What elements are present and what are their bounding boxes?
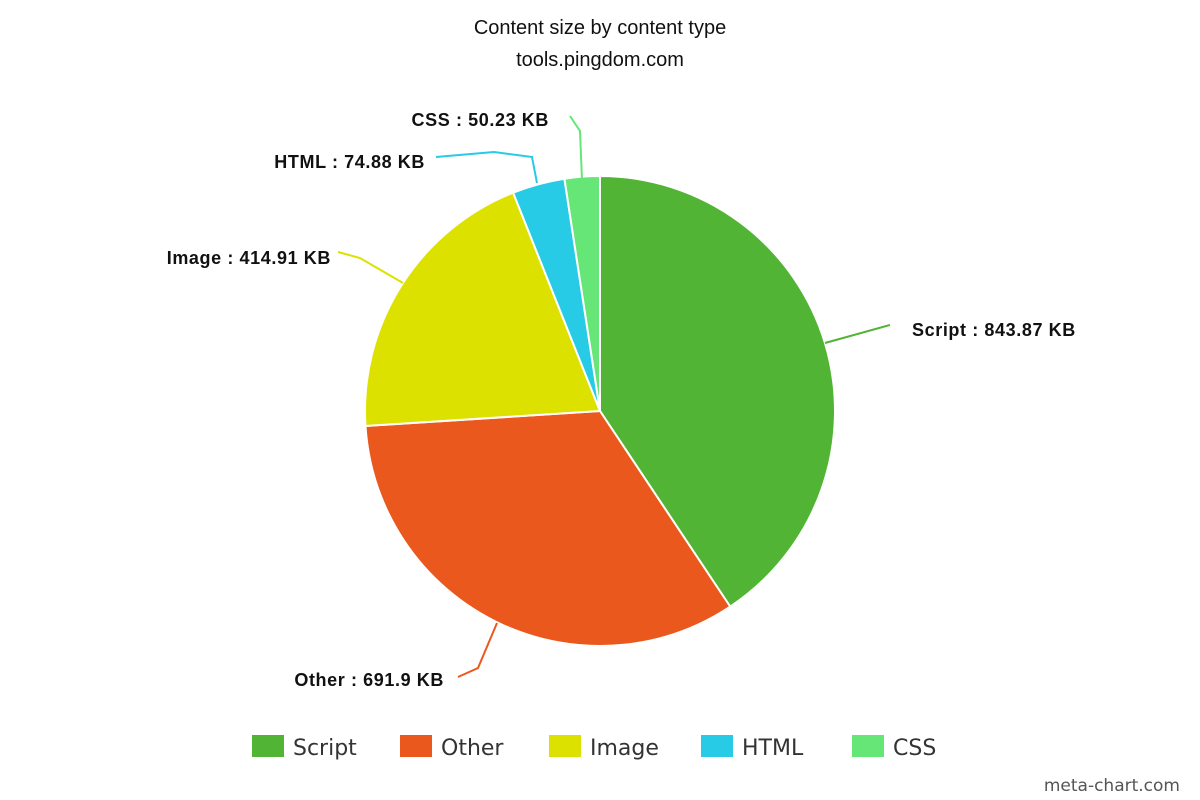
legend-label-other: Other (441, 736, 504, 761)
legend-item-image[interactable]: Image (549, 735, 659, 761)
slice-labels: Script : 843.87 KB Other : 691.9 KB Image … (167, 110, 1076, 690)
pie-slice-image (364, 191, 601, 427)
legend-swatch-other (400, 735, 432, 757)
legend: Script Other Image HTML CSS (252, 735, 936, 761)
legend-item-css[interactable]: CSS (852, 735, 936, 761)
slice-label-html: HTML : 74.88 KB (274, 152, 425, 172)
connector-html (435, 150, 538, 184)
legend-label-html: HTML (742, 736, 804, 761)
chart-subtitle: tools.pingdom.com (516, 49, 684, 71)
slice-label-script: Script : 843.87 KB (912, 320, 1076, 340)
legend-item-html[interactable]: HTML (701, 735, 804, 761)
connector-image (337, 251, 404, 284)
legend-swatch-image (549, 735, 581, 757)
legend-swatch-html (701, 735, 733, 757)
pie-slices (364, 175, 836, 647)
legend-item-other[interactable]: Other (400, 735, 504, 761)
legend-label-image: Image (590, 736, 659, 761)
slice-label-image: Image : 414.91 KB (167, 248, 331, 268)
connector-script (824, 324, 891, 344)
legend-label-script: Script (293, 736, 357, 761)
chart-title: Content size by content type (474, 17, 726, 39)
credit-text: meta-chart.com (1044, 776, 1180, 796)
legend-swatch-script (252, 735, 284, 757)
legend-item-script[interactable]: Script (252, 735, 357, 761)
label-connectors (337, 115, 891, 678)
legend-swatch-css (852, 735, 884, 757)
slice-label-other: Other : 691.9 KB (294, 670, 444, 690)
slice-label-css: CSS : 50.23 KB (412, 110, 549, 130)
connector-other (457, 622, 498, 678)
pie-slice-other (364, 410, 732, 647)
legend-label-css: CSS (893, 736, 936, 761)
connector-css (569, 115, 583, 181)
